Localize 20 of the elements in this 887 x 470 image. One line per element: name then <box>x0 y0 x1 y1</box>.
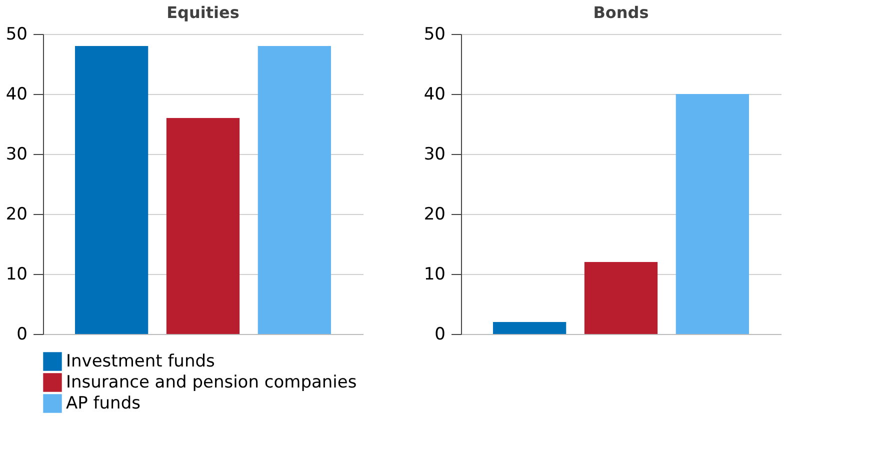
y-tick-label: 10 <box>6 264 28 284</box>
legend-label: Insurance and pension companies <box>66 372 357 392</box>
y-tick-label: 50 <box>424 24 446 44</box>
y-tick-label: 40 <box>424 84 446 104</box>
y-tick-label: 50 <box>6 24 28 44</box>
y-tick-label: 20 <box>6 204 28 224</box>
y-tick-label: 0 <box>16 324 28 344</box>
bar <box>676 94 749 334</box>
y-tick-label: 30 <box>6 144 28 164</box>
bar <box>584 262 658 334</box>
bar <box>493 322 566 334</box>
y-tick-label: 10 <box>424 264 446 284</box>
chart-title: Equities <box>166 3 240 22</box>
y-tick-label: 40 <box>6 84 28 104</box>
legend-label: AP funds <box>66 394 141 414</box>
y-tick-label: 20 <box>424 204 446 224</box>
legend-label: Investment funds <box>66 352 216 372</box>
y-tick-label: 0 <box>434 324 446 344</box>
chart-title: Bonds <box>593 3 649 22</box>
y-tick-label: 30 <box>424 144 446 164</box>
